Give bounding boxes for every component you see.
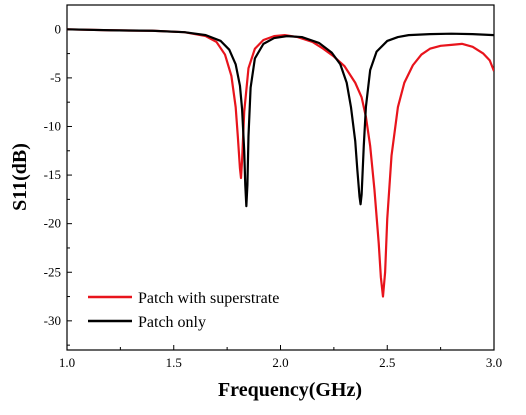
- x-tick-label: 1.5: [166, 355, 182, 370]
- x-axis-title: Frequency(GHz): [218, 379, 362, 401]
- y-tick-label: -30: [44, 313, 61, 328]
- series-line-patch-only: [67, 28, 494, 208]
- y-tick-label: -15: [44, 167, 61, 182]
- y-tick-label: 0: [55, 21, 62, 36]
- x-tick-label: 2.5: [379, 355, 395, 370]
- y-axis: 0 -5 -10 -15 -20 -25 -30: [44, 21, 72, 346]
- legend: Patch with superstrate Patch only: [88, 290, 279, 331]
- series-line-patch-with-superstrate: [67, 28, 494, 298]
- y-tick-label: -5: [50, 70, 61, 85]
- x-tick-label: 2.0: [272, 355, 288, 370]
- y-axis-title: S11(dB): [9, 143, 31, 211]
- y-tick-label: -20: [44, 216, 61, 231]
- x-tick-label: 3.0: [486, 355, 502, 370]
- series-layer: [67, 28, 494, 298]
- x-axis: 1.0 1.5 2.0 2.5 3.0: [59, 345, 502, 370]
- legend-label: Patch only: [138, 314, 206, 331]
- x-tick-label: 1.0: [59, 355, 75, 370]
- y-tick-label: -25: [44, 264, 61, 279]
- legend-label: Patch with superstrate: [138, 290, 279, 307]
- y-tick-label: -10: [44, 118, 61, 133]
